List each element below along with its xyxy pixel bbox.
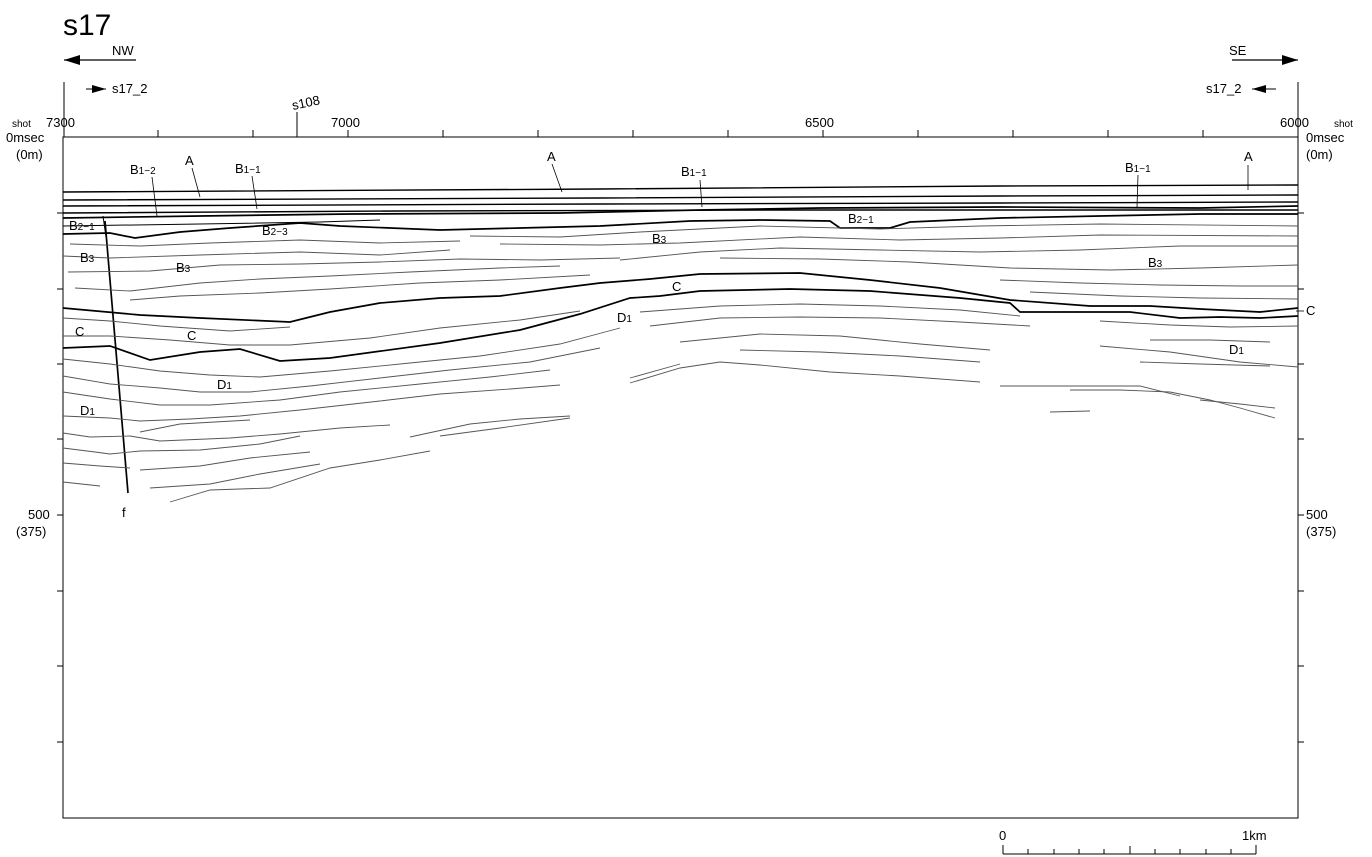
shot-axis	[157, 130, 1204, 137]
depth-axis-mid-time-right: 500	[1306, 507, 1328, 522]
unit-label-c: C	[75, 324, 84, 339]
unit-label-c: C	[672, 279, 681, 294]
unit-label-b1-1: B1−1	[1125, 160, 1151, 175]
label-leaders	[151, 163, 1304, 312]
unit-label-b3: B3	[1148, 255, 1163, 270]
profile-title: s17	[63, 9, 111, 42]
depth-axis-mid-time-left: 500	[28, 507, 50, 522]
shot-tick-label: 7000	[331, 115, 360, 130]
unit-label-c: C	[187, 328, 196, 343]
unit-label-b3: B3	[176, 260, 191, 275]
unit-label-a: A	[547, 149, 556, 164]
scale-bar	[1002, 845, 1257, 855]
fault-line-upper	[102, 215, 107, 238]
unit-label-b2-3: B2−3	[262, 223, 288, 238]
depth-axis-ticks	[57, 212, 1304, 743]
nw-direction-arrow	[64, 55, 136, 65]
shot-axis-title-right: shot	[1334, 119, 1353, 130]
unit-label-b1-2: B1−2	[130, 162, 156, 177]
depth-axis-top-depth-left: (0m)	[16, 147, 43, 162]
unit-label-a: A	[1244, 149, 1253, 164]
se-direction-arrow	[1232, 55, 1298, 65]
unit-label-a: A	[185, 153, 194, 168]
nw-direction-label: NW	[112, 43, 134, 58]
shot-tick-label: 7300	[46, 115, 75, 130]
scale-bar-start-label: 0	[999, 828, 1006, 843]
unit-label-b3: B3	[652, 231, 667, 246]
crossline-right-arrow	[1252, 82, 1299, 137]
se-direction-label: SE	[1229, 43, 1247, 58]
depth-axis-top-depth-right: (0m)	[1306, 147, 1333, 162]
scale-bar-end-label: 1km	[1242, 828, 1267, 843]
shot-tick-label: 6500	[805, 115, 834, 130]
unit-label-b1-1: B1−1	[681, 164, 707, 179]
s108-intersection-label: s108	[291, 92, 322, 113]
unit-a-boundaries	[62, 184, 1299, 214]
unit-label-b2-1: B2−1	[848, 211, 874, 226]
unit-label-d1: D1	[617, 310, 632, 325]
unit-label-d1: D1	[217, 377, 232, 392]
unit-label-b2-1: B2−1	[69, 218, 95, 233]
fault-line	[104, 220, 129, 494]
depth-axis-mid-depth-left: (375)	[16, 524, 46, 539]
unit-label-c: C	[1306, 303, 1315, 318]
unit-label-d1: D1	[80, 403, 95, 418]
shot-tick-label: 6000	[1280, 115, 1309, 130]
crossline-left-label: s17_2	[112, 81, 147, 96]
unit-label-d1: D1	[1229, 342, 1244, 357]
unit-b2-boundaries	[62, 205, 1299, 239]
unit-label-b3: B3	[80, 250, 95, 265]
crossline-right-label: s17_2	[1206, 81, 1241, 96]
depth-axis-top-time-right: 0msec	[1306, 130, 1345, 145]
crossline-left-arrow	[63, 82, 106, 137]
fault-label: f	[122, 505, 126, 520]
shot-axis-title-left: shot	[12, 119, 31, 130]
internal-reflectors	[62, 223, 1299, 503]
section-frame	[62, 136, 1299, 819]
depth-axis-top-time-left: 0msec	[6, 130, 45, 145]
unit-label-b1-1: B1−1	[235, 161, 261, 176]
unit-labels: A A A B1−2 B1−1 B1−1 B1−1 B2−1 B2−1 B2−3…	[69, 149, 1315, 418]
unit-c-boundaries	[62, 272, 1299, 362]
depth-axis-mid-depth-right: (375)	[1306, 524, 1336, 539]
